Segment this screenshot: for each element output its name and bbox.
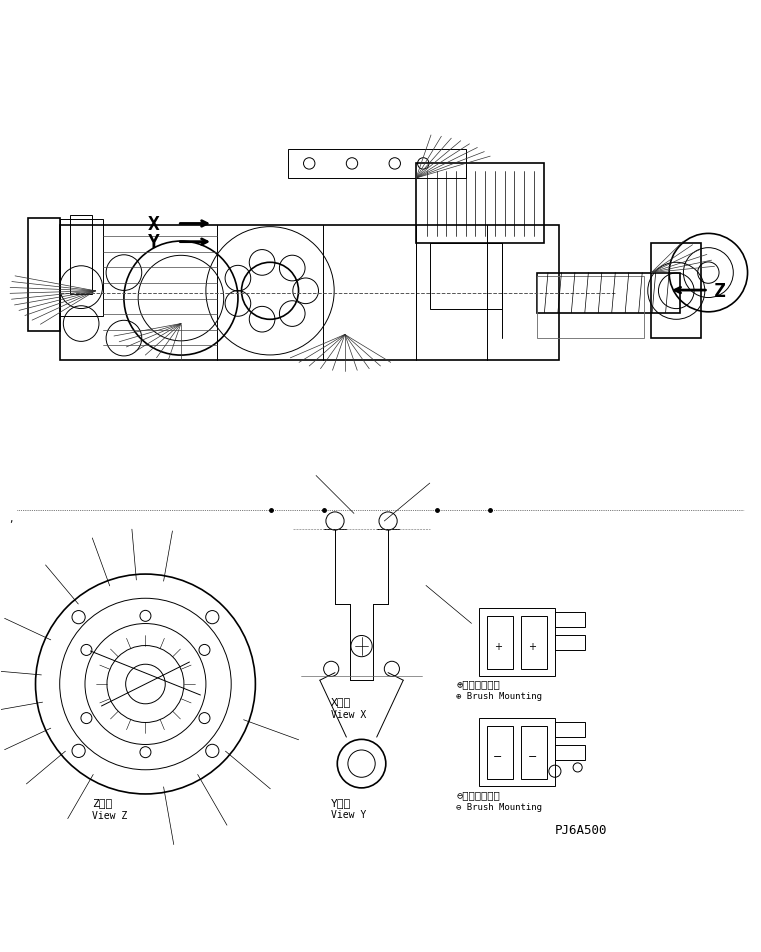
Text: PJ6A500: PJ6A500 [555,823,607,836]
Text: ⊖ブラシ取付法: ⊖ブラシ取付法 [457,789,500,799]
Bar [27,219,60,331]
Text: +: + [494,642,502,651]
Bar [60,220,103,317]
Text: Y　視: Y 視 [331,798,352,807]
Bar [537,273,680,313]
Text: ⊕ Brush Mounting: ⊕ Brush Mounting [457,692,543,701]
Bar [651,245,701,339]
Text: View Y: View Y [331,809,367,820]
Bar [521,726,547,779]
Text: ,: , [9,513,12,524]
Bar [288,149,466,179]
Bar [555,744,585,760]
Bar [537,277,645,339]
Text: X　視: X 視 [331,697,352,706]
Bar [479,719,555,786]
Text: −: − [493,751,503,762]
Bar [555,612,585,627]
Bar [71,216,92,295]
Bar [431,245,501,309]
Text: ⊖ Brush Mounting: ⊖ Brush Mounting [457,803,543,811]
Text: Z　視: Z 視 [92,798,113,807]
Text: Z: Z [714,281,726,300]
Bar [416,165,544,245]
Text: ⊕ブラシ取付法: ⊕ブラシ取付法 [457,679,500,688]
Bar [486,616,513,669]
Bar [60,226,559,361]
Text: View X: View X [331,709,367,719]
Text: +: + [528,642,537,651]
Bar [521,616,547,669]
Text: −: − [527,751,537,762]
Text: Y: Y [148,233,160,252]
Text: View Z: View Z [92,810,128,821]
Text: X: X [148,215,160,234]
Bar [486,726,513,779]
Bar [555,723,585,737]
Bar [479,608,555,677]
Bar [555,635,585,650]
